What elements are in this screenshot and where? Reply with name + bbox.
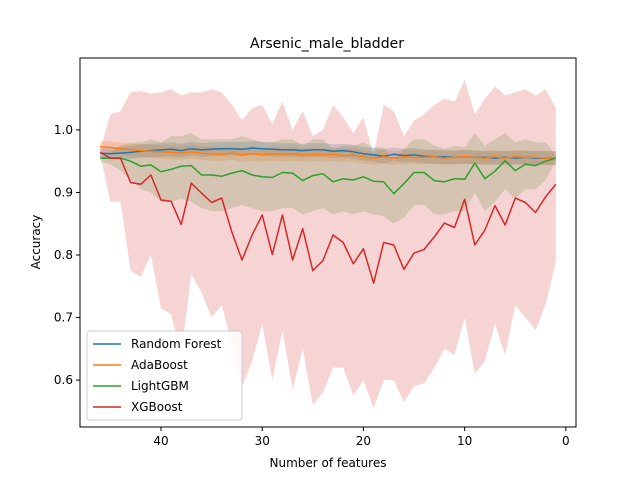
y-tick-label: 0.7	[54, 311, 73, 325]
x-tick-label: 0	[562, 434, 570, 448]
y-tick-label: 0.9	[54, 185, 73, 199]
x-tick-label: 10	[457, 434, 472, 448]
lightgbm-line	[100, 157, 557, 195]
random-forest-band	[100, 141, 556, 165]
plot-frame	[79, 57, 577, 428]
adaboost-legend-label: AdaBoost	[131, 358, 188, 372]
lightgbm-legend-label: LightGBM	[131, 379, 189, 393]
adaboost-line	[100, 146, 556, 159]
random-forest-legend-label: Random Forest	[131, 337, 222, 351]
x-tick-label: 40	[153, 434, 168, 448]
series-lines	[99, 146, 557, 284]
chart-title: Arsenic_male_bladder	[250, 36, 404, 52]
xgboost-legend-label: XGBoost	[131, 400, 183, 414]
x-tick-label: 30	[255, 434, 270, 448]
y-axis-ticks: 0.6 0.7 0.8 0.9 1.0	[54, 123, 80, 387]
y-tick-label: 0.6	[54, 373, 73, 387]
x-axis-label: Number of features	[270, 456, 387, 470]
legend-box	[86, 330, 243, 421]
xgboost-band	[100, 79, 556, 409]
y-axis-label: Accuracy	[29, 215, 43, 270]
adaboost-band	[100, 140, 556, 165]
xgboost-line	[99, 151, 557, 284]
x-axis-ticks: 40 30 20 10 0	[153, 427, 570, 448]
y-tick-label: 0.8	[54, 248, 73, 262]
x-tick-label: 20	[356, 434, 371, 448]
y-tick-label: 1.0	[54, 123, 73, 137]
legend: Random Forest AdaBoost LightGBM XGBoost	[86, 330, 243, 421]
